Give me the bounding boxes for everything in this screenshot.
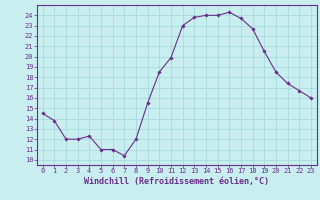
X-axis label: Windchill (Refroidissement éolien,°C): Windchill (Refroidissement éolien,°C)	[84, 177, 269, 186]
